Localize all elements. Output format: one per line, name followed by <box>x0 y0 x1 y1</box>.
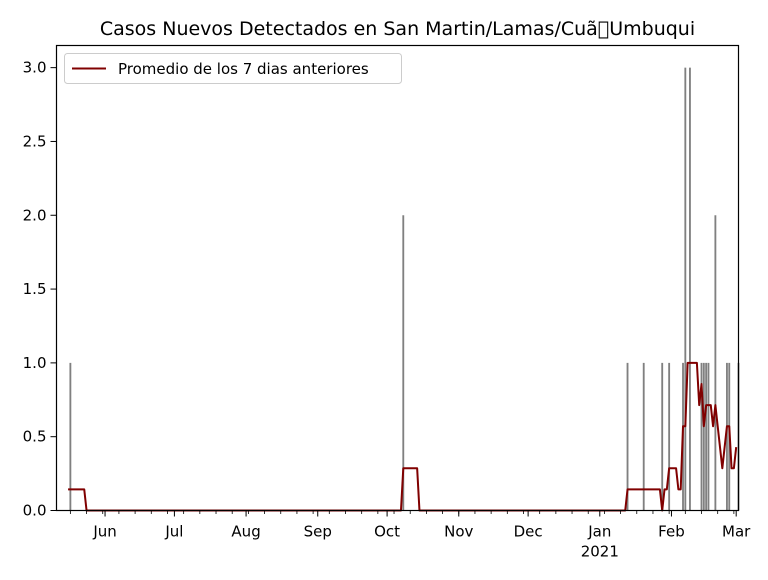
bar <box>684 67 687 511</box>
plot-frame <box>55 44 740 512</box>
bar <box>700 362 703 511</box>
line-layer <box>68 361 738 512</box>
series-line <box>68 361 738 512</box>
y-tick-label: 0.5 <box>23 428 47 446</box>
bar <box>726 362 728 511</box>
y-tick-label: 1.0 <box>23 354 47 372</box>
bar <box>707 362 710 511</box>
x-axis: Jun Jul Aug Sep Oct Nov Dec Jan 2021 Feb Mar <box>69 510 751 561</box>
bar <box>705 362 708 511</box>
y-tick-label: 3.0 <box>23 59 47 77</box>
bar <box>642 362 645 511</box>
x-tick-label: Oct <box>374 523 400 541</box>
bar <box>668 362 671 511</box>
x-tick-label: Jan <box>587 523 611 541</box>
x-tick-label: Mar <box>722 523 751 541</box>
y-tick-label: 0.0 <box>23 502 47 520</box>
y-tick-label: 2.5 <box>23 132 47 150</box>
legend-label: Promedio de los 7 dias anteriores <box>118 60 369 78</box>
bar <box>661 362 664 511</box>
legend: Promedio de los 7 dias anteriores <box>64 53 402 84</box>
bar <box>714 215 717 511</box>
y-axis: 0.0 0.5 1.0 1.5 2.0 2.5 3.0 <box>23 59 57 520</box>
x-tick-label: Jul <box>164 523 183 541</box>
bar <box>626 362 629 511</box>
bar <box>69 362 72 511</box>
x-tick-label: Dec <box>514 523 543 541</box>
bars-layer <box>69 67 740 511</box>
x-tick-label: Feb <box>658 523 685 541</box>
bar <box>702 362 705 511</box>
y-tick-label: 2.0 <box>23 206 47 224</box>
chart-title: Casos Nuevos Detectados en San Martin/La… <box>100 18 695 40</box>
x-tick-label: Jun <box>92 523 116 541</box>
bar <box>689 67 691 511</box>
x-tick-label: Sep <box>304 523 332 541</box>
x-tick-label: Aug <box>231 523 260 541</box>
bar <box>402 215 405 511</box>
y-tick-label: 1.5 <box>23 280 47 298</box>
legend-box <box>64 53 402 84</box>
x-tick-label: Nov <box>444 523 473 541</box>
x-tick-sublabel: 2021 <box>581 543 619 561</box>
